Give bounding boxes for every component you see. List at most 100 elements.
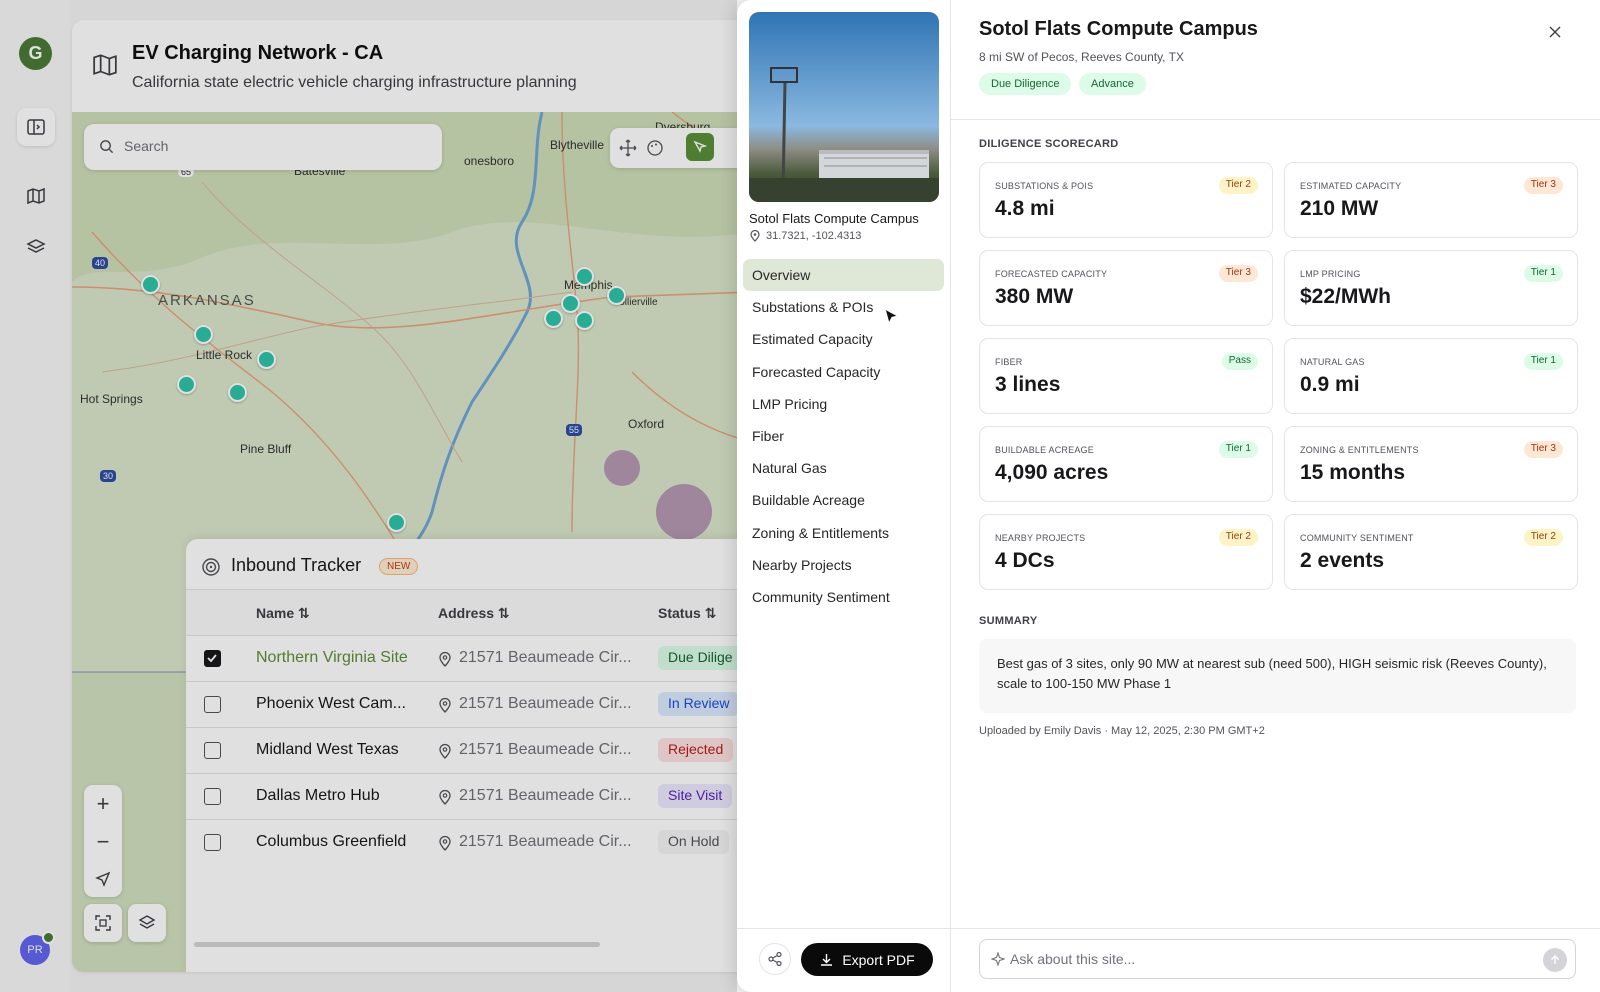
- nav-item-buildable-acreage[interactable]: Buildable Acreage: [752, 492, 865, 509]
- avatar-initials: PR: [27, 944, 43, 956]
- row-name[interactable]: Dallas Metro Hub: [256, 787, 380, 804]
- score-card[interactable]: SUBSTATIONS & POIS Tier 2 4.8 mi: [979, 162, 1273, 238]
- tier-badge: Tier 3: [1523, 441, 1563, 458]
- nav-item-nearby-projects[interactable]: Nearby Projects: [752, 556, 852, 573]
- tier-badge: Tier 1: [1218, 441, 1258, 458]
- sidebar-toggle-button[interactable]: [17, 108, 55, 146]
- score-card-value: 2 events: [1300, 549, 1385, 572]
- nav-item-natural-gas[interactable]: Natural Gas: [752, 460, 827, 477]
- map-search-input[interactable]: Search: [84, 124, 442, 170]
- table-row[interactable]: Dallas Metro Hub 21571 Beaumeade Cir... …: [186, 773, 752, 819]
- nav-item-zoning-entitlements[interactable]: Zoning & Entitlements: [752, 524, 889, 541]
- score-card[interactable]: COMMUNITY SENTIMENT Tier 2 2 events: [1284, 514, 1578, 590]
- score-card[interactable]: FORECASTED CAPACITY Tier 3 380 MW: [979, 250, 1273, 326]
- row-status-badge: Rejected: [658, 738, 734, 762]
- layers-icon: [138, 915, 156, 929]
- site-marker[interactable]: [177, 375, 196, 394]
- share-icon: [768, 951, 782, 967]
- zoom-in-button[interactable]: +: [96, 791, 110, 816]
- nav-item-community-sentiment[interactable]: Community Sentiment: [752, 589, 890, 605]
- row-name[interactable]: Midland West Texas: [256, 741, 399, 758]
- ask-input[interactable]: Ask about this site...: [979, 939, 1576, 979]
- export-pdf-button[interactable]: Export PDF: [801, 943, 933, 976]
- location-pin-icon: [439, 743, 451, 759]
- score-card-value: 15 months: [1300, 461, 1406, 484]
- row-address: 21571 Beaumeade Cir...: [459, 649, 632, 666]
- column-header-name[interactable]: Name ⇅: [256, 605, 310, 622]
- site-marker[interactable]: [575, 311, 594, 330]
- site-marker[interactable]: [561, 294, 580, 313]
- org-badge-icon: [42, 931, 55, 944]
- horizontal-scrollbar[interactable]: [194, 942, 600, 947]
- site-marker[interactable]: [387, 513, 406, 532]
- map-layers-button[interactable]: [128, 904, 166, 942]
- maps-nav-button[interactable]: [17, 177, 55, 215]
- score-card[interactable]: NEARBY PROJECTS Tier 2 4 DCs: [979, 514, 1273, 590]
- table-row[interactable]: Columbus Greenfield 21571 Beaumeade Cir.…: [186, 819, 752, 865]
- row-checkbox[interactable]: [204, 696, 221, 713]
- nav-item-estimated-capacity[interactable]: Estimated Capacity: [752, 331, 873, 348]
- score-card-label: COMMUNITY SENTIMENT: [1300, 533, 1414, 543]
- score-card[interactable]: ZONING & ENTITLEMENTS Tier 3 15 months: [1284, 426, 1578, 502]
- column-header-status[interactable]: Status ⇅: [658, 605, 716, 622]
- site-marker[interactable]: [257, 350, 276, 369]
- row-checkbox[interactable]: [204, 834, 221, 851]
- map-icon: [93, 54, 117, 76]
- site-marker[interactable]: [228, 383, 247, 402]
- row-checkbox[interactable]: [204, 742, 221, 759]
- score-card[interactable]: LMP PRICING Tier 1 $22/MWh: [1284, 250, 1578, 326]
- score-card[interactable]: FIBER Pass 3 lines: [979, 338, 1273, 414]
- palette-icon[interactable]: [646, 139, 664, 157]
- table-row[interactable]: Northern Virginia Site 21571 Beaumeade C…: [186, 635, 752, 681]
- score-card[interactable]: ESTIMATED CAPACITY Tier 3 210 MW: [1284, 162, 1578, 238]
- project-card: EV Charging Network - CA California stat…: [72, 20, 752, 972]
- select-tool-button[interactable]: [686, 133, 714, 161]
- site-marker[interactable]: [607, 286, 626, 305]
- app-logo[interactable]: G: [19, 37, 52, 70]
- new-badge: NEW: [379, 558, 419, 575]
- site-marker[interactable]: [194, 325, 213, 344]
- row-status-badge: Due Dilige: [658, 646, 743, 670]
- row-name[interactable]: Phoenix West Cam...: [256, 695, 406, 712]
- site-marker[interactable]: [141, 275, 160, 294]
- nav-item-lmp-pricing[interactable]: LMP Pricing: [752, 395, 828, 412]
- send-button[interactable]: [1543, 948, 1567, 972]
- location-pin-icon: [439, 697, 451, 713]
- column-header-address[interactable]: Address ⇅: [438, 605, 510, 622]
- site-marker[interactable]: [575, 267, 594, 286]
- place-label: Blytheville: [550, 138, 605, 152]
- nav-item-substations-pois[interactable]: Substations & POIs: [752, 299, 874, 316]
- row-checkbox[interactable]: [204, 788, 221, 805]
- decision-tag: Advance: [1079, 73, 1146, 95]
- panel-icon: [27, 119, 45, 135]
- table-row[interactable]: Midland West Texas 21571 Beaumeade Cir..…: [186, 727, 752, 773]
- close-button[interactable]: [1543, 20, 1567, 44]
- row-checkbox[interactable]: [204, 650, 221, 667]
- row-name[interactable]: Northern Virginia Site: [256, 649, 408, 666]
- avatar[interactable]: PR: [20, 931, 55, 965]
- place-label: Pine Bluff: [240, 442, 292, 456]
- score-card-value: $22/MWh: [1300, 285, 1392, 308]
- cluster-marker[interactable]: [656, 484, 712, 540]
- locate-button[interactable]: [84, 861, 122, 897]
- cluster-marker[interactable]: [604, 450, 640, 486]
- summary-label: SUMMARY: [979, 615, 1038, 627]
- row-address: 21571 Beaumeade Cir...: [459, 787, 632, 804]
- layers-nav-button[interactable]: [17, 228, 55, 266]
- nav-item-forecasted-capacity[interactable]: Forecasted Capacity: [752, 363, 881, 380]
- row-name[interactable]: Columbus Greenfield: [256, 833, 407, 850]
- score-card[interactable]: NATURAL GAS Tier 1 0.9 mi: [1284, 338, 1578, 414]
- table-row[interactable]: Phoenix West Cam... 21571 Beaumeade Cir.…: [186, 681, 752, 727]
- summary-text: Best gas of 3 sites, only 90 MW at neare…: [997, 656, 1547, 691]
- site-marker[interactable]: [544, 309, 563, 328]
- site-photo: [749, 12, 939, 202]
- share-button[interactable]: [759, 943, 791, 975]
- score-card[interactable]: BUILDABLE ACREAGE Tier 1 4,090 acres: [979, 426, 1273, 502]
- map-canvas[interactable]: Dyersburg Blytheville Batesville onesbor…: [72, 112, 752, 972]
- nav-item-fiber[interactable]: Fiber: [752, 428, 784, 444]
- nav-item-overview[interactable]: Overview: [743, 259, 944, 291]
- fit-view-button[interactable]: [84, 904, 122, 942]
- move-icon[interactable]: [619, 139, 637, 157]
- zoom-out-button[interactable]: −: [96, 829, 110, 854]
- project-header: EV Charging Network - CA California stat…: [72, 20, 752, 112]
